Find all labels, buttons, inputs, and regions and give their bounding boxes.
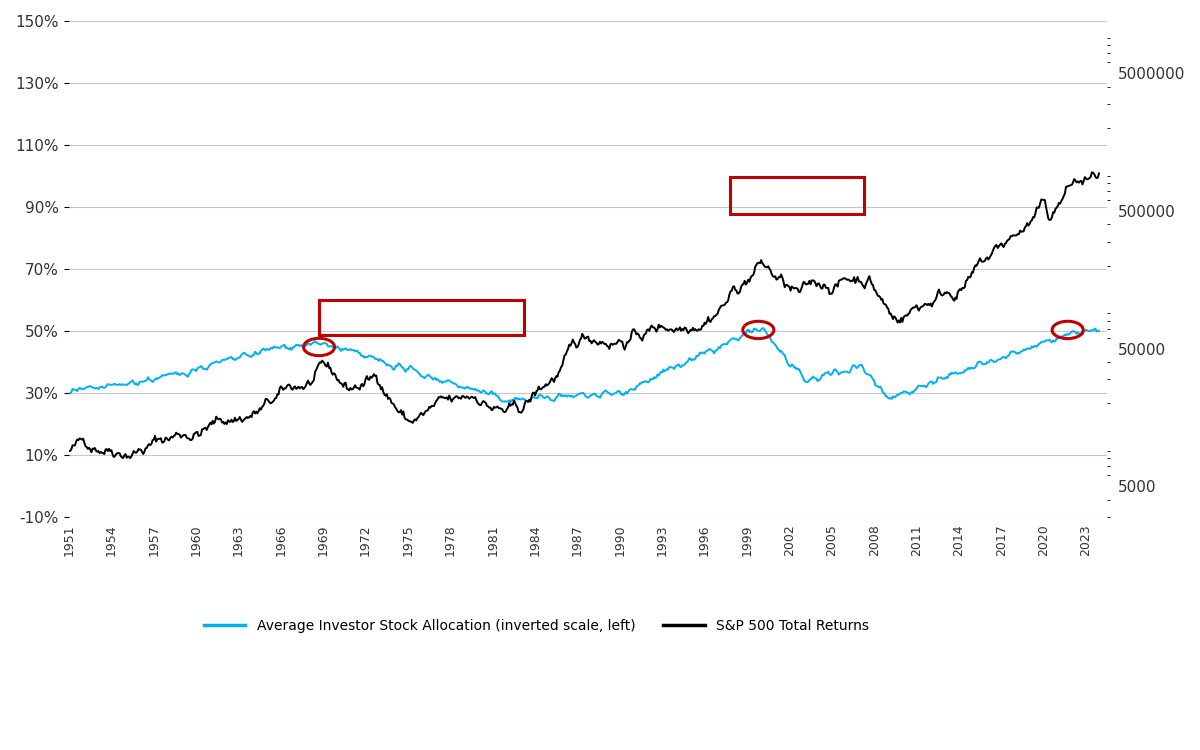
S&P 500 Total Returns — [570, 343, 584, 352]
Average Investor Stock Allocation (inverted scale, left) — [929, 377, 943, 386]
Average Investor Stock Allocation (inverted scale, left) — [570, 390, 584, 399]
Line: S&P 500 Total Returns: S&P 500 Total Returns — [70, 172, 1099, 458]
S&P 500 Total Returns — [928, 296, 942, 304]
Bar — [730, 177, 864, 214]
Bar — [319, 300, 524, 334]
Average Investor Stock Allocation (inverted scale, left) — [503, 398, 517, 406]
S&P 500 Total Returns — [626, 325, 641, 334]
S&P 500 Total Returns — [89, 446, 103, 455]
S&P 500 Total Returns — [62, 446, 77, 455]
S&P 500 Total Returns — [376, 388, 390, 397]
Average Investor Stock Allocation (inverted scale, left) — [756, 324, 770, 333]
S&P 500 Total Returns — [1085, 168, 1099, 177]
Average Investor Stock Allocation (inverted scale, left) — [626, 385, 641, 394]
Average Investor Stock Allocation (inverted scale, left) — [89, 383, 103, 392]
S&P 500 Total Returns — [1092, 169, 1106, 178]
Legend: Average Investor Stock Allocation (inverted scale, left), S&P 500 Total Returns: Average Investor Stock Allocation (inver… — [198, 614, 875, 639]
Average Investor Stock Allocation (inverted scale, left) — [946, 369, 960, 378]
Average Investor Stock Allocation (inverted scale, left) — [1092, 326, 1106, 335]
Line: Average Investor Stock Allocation (inverted scale, left): Average Investor Stock Allocation (inver… — [70, 328, 1099, 402]
S&P 500 Total Returns — [124, 454, 138, 463]
Average Investor Stock Allocation (inverted scale, left) — [62, 388, 77, 398]
Average Investor Stock Allocation (inverted scale, left) — [374, 356, 389, 365]
S&P 500 Total Returns — [944, 292, 959, 302]
